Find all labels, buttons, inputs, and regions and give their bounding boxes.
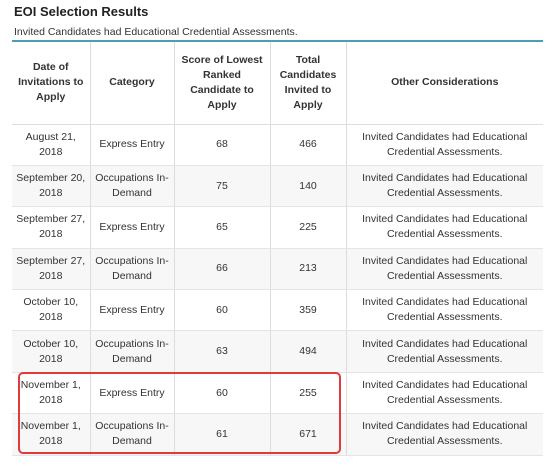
cell-score: 60: [174, 289, 271, 332]
cell-date: September 27, 2018: [12, 206, 91, 249]
header-other-considerations: Other Considerations: [346, 42, 543, 125]
table-row: October 10, 2018 Occupations In-Demand 6…: [12, 330, 543, 373]
cell-total: 494: [270, 330, 347, 373]
header-category: Category: [90, 42, 175, 125]
cell-category: Express Entry: [90, 372, 175, 415]
header-lowest-score: Score of Lowest Ranked Candidate to Appl…: [174, 42, 271, 125]
cell-score: 75: [174, 165, 271, 208]
cell-total: 225: [270, 206, 347, 249]
caption-divider: [12, 40, 543, 42]
table-row: September 27, 2018 Occupations In-Demand…: [12, 248, 543, 291]
cell-considerations: Invited Candidates had Educational Crede…: [346, 206, 543, 249]
cell-date: November 1, 2018: [12, 372, 91, 415]
cell-considerations: Invited Candidates had Educational Crede…: [346, 289, 543, 332]
cell-category: Express Entry: [90, 206, 175, 249]
cell-score: 66: [174, 248, 271, 291]
cell-date: August 21, 2018: [12, 124, 91, 166]
cell-category: Occupations In-Demand: [90, 165, 175, 208]
cell-score: 68: [174, 124, 271, 166]
table-row: November 1, 2018 Express Entry 60 255 In…: [12, 372, 543, 415]
cell-considerations: Invited Candidates had Educational Crede…: [346, 165, 543, 208]
page-title: EOI Selection Results: [14, 4, 149, 19]
cell-total: 466: [270, 124, 347, 166]
table-row: September 20, 2018 Occupations In-Demand…: [12, 165, 543, 208]
cell-category: Occupations In-Demand: [90, 248, 175, 291]
cell-total: 255: [270, 372, 347, 415]
table-caption: Invited Candidates had Educational Crede…: [14, 26, 298, 38]
cell-considerations: Invited Candidates had Educational Crede…: [346, 124, 543, 166]
table-row: October 10, 2018 Express Entry 60 359 In…: [12, 289, 543, 332]
cell-date: September 20, 2018: [12, 165, 91, 208]
cell-score: 65: [174, 206, 271, 249]
cell-total: 140: [270, 165, 347, 208]
header-date: Date of Invitations to Apply: [12, 42, 91, 125]
cell-score: 60: [174, 372, 271, 415]
cell-total: 359: [270, 289, 347, 332]
cell-total: 213: [270, 248, 347, 291]
eoi-results-table: Date of Invitations to Apply Category Sc…: [12, 42, 543, 456]
cell-category: Occupations In-Demand: [90, 330, 175, 373]
cell-considerations: Invited Candidates had Educational Crede…: [346, 372, 543, 415]
cell-category: Express Entry: [90, 124, 175, 166]
cell-considerations: Invited Candidates had Educational Crede…: [346, 248, 543, 291]
header-total-invited: Total Candidates Invited to Apply: [270, 42, 347, 125]
cell-score: 63: [174, 330, 271, 373]
cell-considerations: Invited Candidates had Educational Crede…: [346, 330, 543, 373]
cell-score: 61: [174, 413, 271, 456]
cell-category: Express Entry: [90, 289, 175, 332]
cell-considerations: Invited Candidates had Educational Crede…: [346, 413, 543, 456]
table-header-row: Date of Invitations to Apply Category Sc…: [12, 42, 543, 125]
cell-total: 671: [270, 413, 347, 456]
table-row: August 21, 2018 Express Entry 68 466 Inv…: [12, 124, 543, 166]
cell-category: Occupations In-Demand: [90, 413, 175, 456]
table-row: September 27, 2018 Express Entry 65 225 …: [12, 206, 543, 249]
cell-date: September 27, 2018: [12, 248, 91, 291]
cell-date: October 10, 2018: [12, 330, 91, 373]
cell-date: November 1, 2018: [12, 413, 91, 456]
cell-date: October 10, 2018: [12, 289, 91, 332]
table-row: November 1, 2018 Occupations In-Demand 6…: [12, 413, 543, 456]
